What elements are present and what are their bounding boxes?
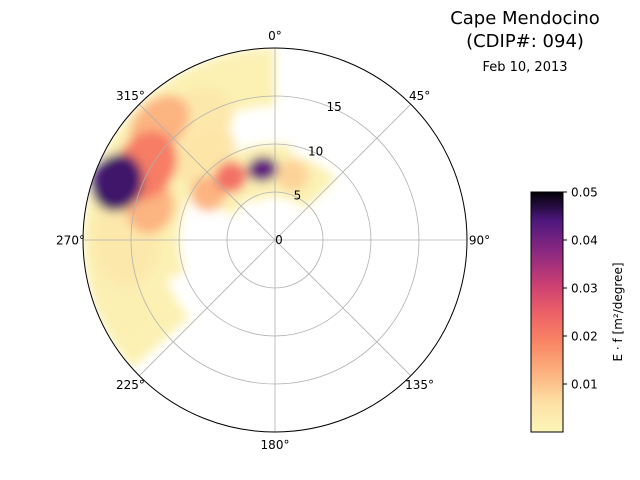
colorbar-tick-label: 0.04 (571, 234, 598, 248)
theta-tick-label: 0° (268, 29, 282, 43)
theta-tick-label: 135° (405, 378, 434, 392)
polar-grid (82, 47, 468, 433)
theta-tick-label: 180° (261, 438, 290, 452)
chart-date: Feb 10, 2013 (482, 60, 568, 75)
colorbar-ticks: 0.01 0.02 0.03 0.04 0.05 (563, 186, 598, 392)
colorbar-gradient (530, 191, 564, 433)
theta-tick-label: 270° (56, 234, 85, 248)
colorbar-label: E · f [m²/degree] (611, 262, 625, 361)
energy-blob (276, 159, 309, 191)
angular-gridline (138, 239, 276, 377)
colorbar-tick-label: 0.01 (571, 378, 598, 392)
theta-tick-labels: 0° 45° 90° 135° 180° 225° 270° 315° (56, 29, 490, 452)
colorbar-tick-label: 0.03 (571, 282, 598, 296)
radial-tick-labels: 0 5 10 15 (275, 100, 342, 247)
colorbar-tick-label: 0.02 (571, 330, 598, 344)
radial-tick-label: 15 (326, 100, 341, 114)
colorbar: 0.01 0.02 0.03 0.04 0.05 E · f [m²/degree] (530, 186, 625, 433)
angular-gridline (274, 239, 412, 377)
angular-gridline (138, 103, 276, 241)
angular-gridline (274, 103, 412, 241)
energy-blob (91, 153, 143, 212)
theta-tick-label: 315° (116, 89, 145, 103)
colorbar-tick-label: 0.05 (571, 186, 598, 200)
radial-tick-label: 10 (308, 144, 323, 158)
energy-blob (215, 161, 247, 193)
chart-title-line2: (CDIP#: 094) (466, 31, 584, 52)
theta-tick-label: 90° (469, 234, 490, 248)
polar-frame (82, 47, 468, 433)
theta-tick-label: 225° (116, 378, 145, 392)
chart-title-line1: Cape Mendocino (450, 8, 600, 29)
energy-blob (247, 156, 278, 182)
radial-tick-label: 0 (275, 233, 283, 247)
radial-tick-label: 5 (294, 189, 302, 203)
theta-tick-label: 45° (409, 89, 430, 103)
